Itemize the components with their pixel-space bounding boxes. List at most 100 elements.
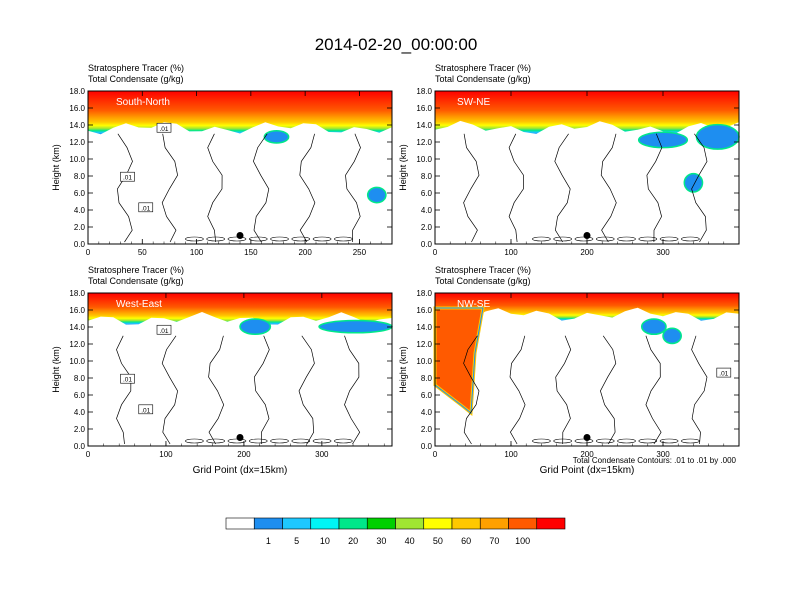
- panel-title-condensate: Total Condensate (g/kg): [88, 74, 184, 84]
- x-tick-label: 0: [86, 450, 91, 459]
- y-tick-label: 8.0: [421, 374, 433, 383]
- x-tick-label: 300: [656, 248, 670, 257]
- contour-label-box: [716, 367, 732, 378]
- plot-frame: [87, 292, 393, 447]
- contour-label-box: [120, 373, 135, 384]
- y-tick-label: 16.0: [69, 104, 85, 113]
- contour-label-box: [156, 324, 172, 335]
- y-axis-label: Height (km): [398, 346, 408, 393]
- x-tick-label: 100: [159, 450, 173, 459]
- y-tick-label: 18.0: [416, 87, 432, 96]
- contour-label: .01: [141, 205, 150, 212]
- panel-nw-se: Stratosphere Tracer (%)Total Condensate …: [398, 265, 740, 476]
- contour-label: .01: [159, 126, 168, 133]
- condensate-contour: [508, 133, 524, 243]
- condensate-contour: [463, 133, 480, 243]
- plot-area: [435, 293, 739, 446]
- colorbar-label: 30: [376, 536, 386, 546]
- x-tick-label: 250: [353, 248, 367, 257]
- y-tick-label: 6.0: [421, 391, 433, 400]
- condensate-contour-loop: [595, 236, 615, 242]
- y-tick-label: 10.0: [416, 155, 432, 164]
- panel-name-label: SW-NE: [457, 97, 490, 108]
- condensate-contour: [600, 335, 617, 445]
- y-tick-label: 2.0: [74, 425, 86, 434]
- x-tick-label: 300: [315, 450, 329, 459]
- y-tick-label: 14.0: [69, 121, 85, 130]
- x-tick-label: 100: [190, 248, 204, 257]
- y-tick-label: 18.0: [69, 289, 85, 298]
- x-tick-label: 300: [656, 450, 670, 459]
- y-tick-label: 6.0: [74, 189, 86, 198]
- x-tick-label: 200: [580, 450, 594, 459]
- y-tick-label: 16.0: [416, 104, 432, 113]
- condensate-contour: [117, 133, 133, 243]
- contour-label-box: [138, 202, 154, 213]
- y-tick-label: 4.0: [421, 206, 433, 215]
- condensate-contour-loop: [532, 236, 551, 242]
- condensate-contour: [298, 335, 315, 445]
- colorbar-swatch: [253, 517, 283, 530]
- panel-name-label: South-North: [116, 97, 170, 108]
- panel-title-tracer: Stratosphere Tracer (%): [88, 63, 184, 73]
- panel-title-tracer: Stratosphere Tracer (%): [435, 265, 531, 275]
- stratosphere-tracer-band: [88, 293, 392, 325]
- tracer-blob: [318, 319, 393, 334]
- tracer-blob: [366, 186, 387, 204]
- tracer-blob: [263, 130, 290, 144]
- colorbar-swatch: [310, 517, 340, 530]
- y-axis-label: Height (km): [51, 346, 61, 393]
- colorbar-swatch: [479, 517, 509, 530]
- condensate-contour-loop: [638, 236, 658, 242]
- condensate-contour: [207, 133, 223, 243]
- x-axis-label: Grid Point (dx=15km): [193, 465, 288, 476]
- tracer-blob: [683, 172, 704, 193]
- condensate-contour: [463, 335, 480, 445]
- contour-label: .01: [719, 371, 728, 378]
- condensate-contour-loop: [681, 438, 700, 444]
- condensate-contour: [345, 133, 361, 243]
- condensate-contour-loop: [595, 438, 615, 444]
- condensate-contour: [253, 335, 270, 445]
- y-tick-label: 14.0: [416, 323, 432, 332]
- x-tick-label: 200: [580, 248, 594, 257]
- location-marker: [583, 434, 591, 441]
- colorbar-label: 70: [489, 536, 499, 546]
- y-tick-label: 4.0: [74, 206, 86, 215]
- colorbar-label: 5: [294, 536, 299, 546]
- condensate-contour: [344, 335, 361, 445]
- y-tick-label: 0.0: [74, 442, 86, 451]
- panel-name-label: NW-SE: [457, 299, 490, 310]
- condensate-contour-loop: [248, 438, 268, 444]
- y-tick-label: 14.0: [69, 323, 85, 332]
- y-axis-label: Height (km): [398, 144, 408, 191]
- contour-label: .01: [141, 407, 150, 414]
- condensate-contour: [646, 133, 663, 243]
- condensate-contour-loop: [270, 236, 289, 242]
- condensate-contour-loop: [553, 438, 572, 444]
- condensate-contour: [509, 335, 526, 445]
- panel-south-north: Stratosphere Tracer (%)Total Condensate …: [51, 63, 393, 257]
- condensate-contour: [555, 335, 572, 445]
- x-tick-label: 150: [244, 248, 258, 257]
- y-tick-label: 12.0: [69, 138, 85, 147]
- condensate-contour: [691, 133, 708, 243]
- condensate-contour: [116, 335, 132, 445]
- x-tick-label: 200: [298, 248, 312, 257]
- main-title: 2014-02-20_00:00:00: [315, 35, 478, 54]
- condensate-contour-loop: [312, 236, 332, 242]
- x-tick-label: 50: [138, 248, 147, 257]
- condensate-contour: [554, 133, 571, 243]
- panel-title-tracer: Stratosphere Tracer (%): [88, 265, 184, 275]
- condensate-contour-loop: [291, 438, 311, 444]
- colorbar-swatch: [451, 517, 481, 530]
- panel-title-condensate: Total Condensate (g/kg): [435, 74, 531, 84]
- colorbar-label: 100: [515, 536, 530, 546]
- x-tick-label: 0: [433, 450, 438, 459]
- condensate-contour-loop: [617, 236, 636, 242]
- colorbar: 1 5 10 20 30 40 50 60 70 100: [225, 517, 566, 546]
- contour-label: .01: [159, 328, 168, 335]
- contour-label-box: [156, 122, 172, 133]
- colorbar-label: 50: [433, 536, 443, 546]
